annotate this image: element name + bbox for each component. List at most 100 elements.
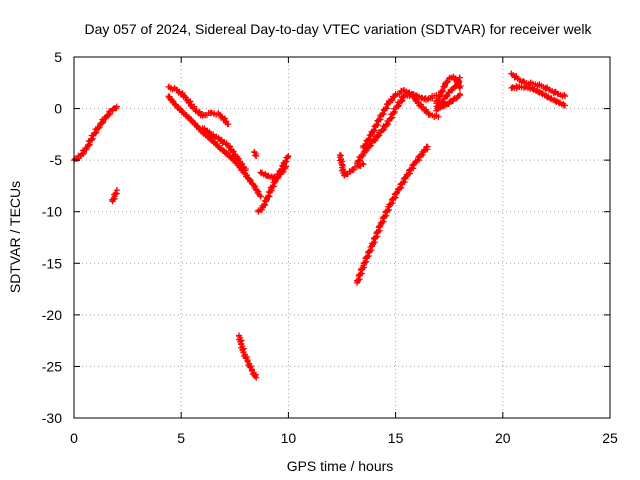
data-point <box>377 100 392 120</box>
data-point <box>225 151 241 167</box>
data-point <box>446 74 455 82</box>
data-point <box>369 129 383 146</box>
data-point <box>394 174 409 195</box>
data-series-arc-11 <box>354 90 440 167</box>
data-series-arc-1 <box>71 103 120 164</box>
data-point <box>454 92 464 101</box>
plot-frame <box>73 56 611 419</box>
data-point <box>508 70 520 81</box>
data-point <box>426 111 440 120</box>
data-point <box>283 163 290 170</box>
data-point <box>450 95 460 103</box>
data-point <box>456 74 463 81</box>
data-point <box>377 117 392 136</box>
data-series-arc-6 <box>251 148 260 160</box>
data-point <box>285 153 292 160</box>
data-series-arc-7 <box>255 153 292 215</box>
data-point <box>456 91 463 98</box>
data-point <box>386 189 401 210</box>
data-point <box>253 153 260 160</box>
data-series-arc-17 <box>508 70 568 100</box>
x-tick-label: 25 <box>602 430 618 446</box>
data-point <box>354 151 367 167</box>
data-point <box>386 105 398 124</box>
data-series-arc-13 <box>353 143 431 286</box>
data-point <box>208 109 222 118</box>
data-point <box>113 187 120 194</box>
data-point <box>538 90 552 101</box>
data-point <box>360 139 374 156</box>
data-series-arc-18 <box>508 83 568 109</box>
data-point <box>225 142 241 160</box>
y-tick-label: -25 <box>42 358 62 374</box>
data-point <box>83 132 96 151</box>
y-tick-label: -15 <box>42 255 62 271</box>
data-point <box>353 264 368 286</box>
data-point <box>409 93 425 109</box>
grid-lines <box>74 57 610 418</box>
x-tick-label: 10 <box>281 430 297 446</box>
data-point <box>255 206 265 215</box>
data-point <box>253 374 260 381</box>
data-point <box>276 164 289 178</box>
data-series-arc-16 <box>433 91 464 111</box>
data-point <box>446 86 456 96</box>
data-point <box>392 93 407 112</box>
data-point <box>251 148 260 159</box>
data-point <box>377 203 393 229</box>
data-series-arc-10 <box>336 151 367 179</box>
chart-title: Day 057 of 2024, Sidereal Day-to-day VTE… <box>84 21 592 37</box>
y-tick-label: -5 <box>50 152 63 168</box>
data-series-arc-3 <box>165 93 264 200</box>
x-tick-label: 5 <box>177 430 185 446</box>
data-series-arc-5 <box>199 125 249 174</box>
x-tick-label: 0 <box>70 430 78 446</box>
data-point <box>233 155 249 172</box>
data-point <box>437 103 447 111</box>
axis-ticks: 0 5 10 15 20 25 -30 -25 -20 -15 -10 -5 0 5 <box>42 49 618 446</box>
data-point <box>225 121 232 128</box>
data-point <box>561 93 568 100</box>
data-point <box>216 111 231 128</box>
data-point <box>208 131 222 142</box>
y-tick-label: 0 <box>54 101 62 117</box>
data-point <box>90 124 103 139</box>
x-tick-label: 15 <box>388 430 404 446</box>
data-point <box>182 94 198 111</box>
data-series-arc-8 <box>257 163 290 181</box>
data-point <box>508 83 520 92</box>
data-point <box>456 84 463 91</box>
data-point <box>561 102 568 109</box>
data-point <box>235 332 245 346</box>
data-point <box>242 167 249 174</box>
data-point <box>385 93 398 106</box>
data-point <box>529 80 543 89</box>
data-series-arc-12 <box>360 87 442 151</box>
data-point <box>182 111 198 127</box>
data-series-arc-2 <box>109 187 121 205</box>
data-point <box>403 161 418 180</box>
data-point <box>173 103 189 118</box>
data-point <box>411 148 426 167</box>
data-point <box>418 103 433 118</box>
data-point <box>113 103 120 110</box>
data-point <box>248 367 260 380</box>
data-point <box>238 340 247 354</box>
x-tick-label: 20 <box>495 430 511 446</box>
data-point <box>435 113 442 120</box>
y-tick-label: 5 <box>54 49 62 65</box>
data-point <box>208 136 223 151</box>
y-tick-label: -10 <box>42 204 62 220</box>
data-point <box>418 94 430 103</box>
data-point <box>360 243 376 269</box>
y-tick-label: -30 <box>42 410 62 426</box>
data-point <box>257 193 264 200</box>
data-series-group <box>71 70 568 381</box>
data-point <box>424 143 431 150</box>
data-series-arc-9 <box>235 332 260 381</box>
data-point <box>360 161 367 168</box>
data-point <box>251 182 264 200</box>
data-point <box>354 160 366 170</box>
y-axis-label: SDTVAR / TECUs <box>7 181 23 293</box>
